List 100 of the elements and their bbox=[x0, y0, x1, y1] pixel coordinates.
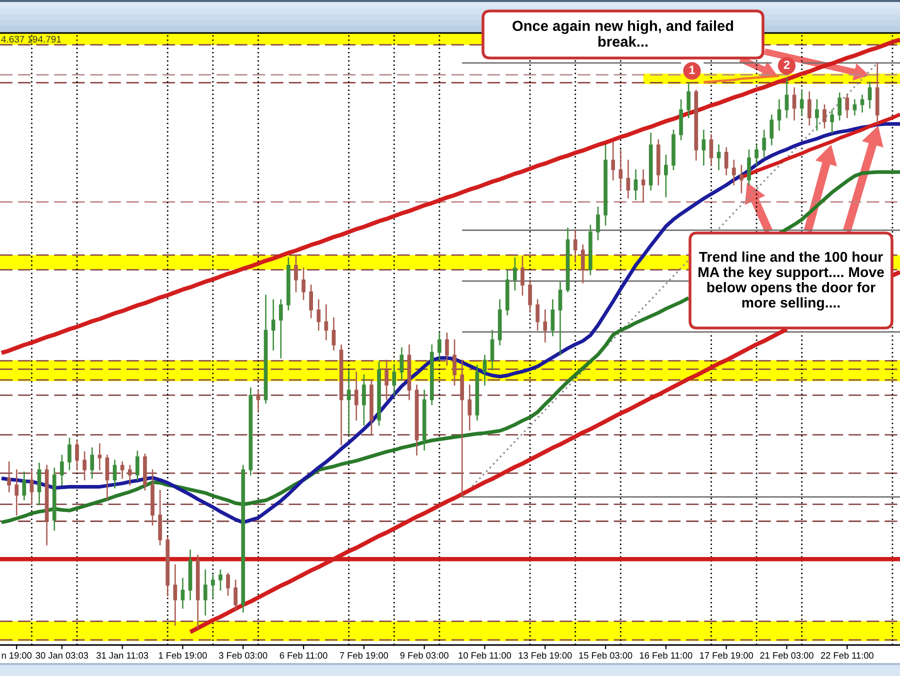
x-tick-label: 3 Feb 03:00 bbox=[219, 652, 268, 659]
candlestick bbox=[686, 82, 691, 118]
candlestick bbox=[596, 206, 600, 240]
candlestick bbox=[339, 344, 344, 446]
candlestick bbox=[656, 139, 660, 186]
candlestick bbox=[302, 268, 306, 300]
candlestick bbox=[664, 154, 668, 198]
candlestick bbox=[634, 169, 638, 200]
candlestick bbox=[838, 92, 842, 120]
candlestick bbox=[528, 280, 532, 313]
candlestick bbox=[626, 160, 630, 198]
candlestick bbox=[445, 332, 449, 366]
candlestick bbox=[400, 347, 404, 380]
candlestick bbox=[82, 451, 86, 480]
candlestick bbox=[498, 299, 502, 346]
candlestick bbox=[143, 454, 147, 491]
candlestick bbox=[68, 438, 72, 470]
candlestick bbox=[468, 384, 472, 431]
candlestick bbox=[505, 269, 510, 316]
candlestick bbox=[316, 299, 321, 331]
x-tick-label: n 19:00 bbox=[2, 652, 32, 659]
candlestick bbox=[777, 99, 782, 131]
candlestick bbox=[75, 439, 79, 470]
candlestick bbox=[852, 99, 857, 116]
x-tick-label: 9 Feb 03:00 bbox=[400, 652, 448, 659]
candlestick bbox=[7, 461, 11, 492]
candlestick bbox=[716, 144, 721, 170]
candlestick bbox=[44, 464, 49, 546]
candlestick bbox=[392, 364, 396, 396]
candlestick bbox=[241, 464, 246, 613]
candlestick bbox=[248, 387, 253, 476]
candlestick bbox=[475, 364, 480, 421]
candlestick bbox=[543, 309, 548, 343]
candlestick bbox=[452, 339, 456, 386]
candlestick bbox=[354, 372, 358, 421]
candlestick bbox=[309, 284, 314, 318]
candlestick bbox=[536, 299, 540, 331]
candlestick bbox=[724, 147, 728, 176]
candlestick bbox=[120, 461, 124, 479]
candlestick bbox=[218, 569, 222, 591]
candlestick bbox=[166, 536, 170, 596]
candlestick bbox=[271, 299, 276, 350]
candlestick bbox=[332, 317, 336, 350]
candlestick bbox=[362, 374, 366, 426]
candlestick bbox=[188, 550, 192, 600]
candlestick bbox=[234, 580, 238, 610]
candlestick bbox=[256, 390, 260, 413]
candlestick bbox=[604, 144, 608, 226]
candlestick bbox=[845, 94, 850, 118]
candlestick bbox=[346, 369, 351, 436]
candlestick bbox=[648, 132, 653, 191]
candlestick bbox=[278, 299, 283, 358]
candlestick bbox=[566, 228, 570, 292]
candlestick bbox=[150, 469, 154, 526]
x-tick-label: 16 Feb 11:00 bbox=[640, 652, 692, 659]
candlestick bbox=[294, 254, 298, 292]
x-tick-label: 7 Feb 19:00 bbox=[340, 652, 388, 659]
candlestick bbox=[618, 150, 623, 191]
candlestick bbox=[588, 224, 592, 276]
candlestick bbox=[702, 130, 706, 166]
candlestick bbox=[754, 144, 758, 166]
candlestick bbox=[641, 169, 646, 202]
annotation: 1 bbox=[689, 66, 695, 74]
candlestick bbox=[384, 360, 389, 400]
annotation: Trend line and the 100 hour MA the key support.... Move below opens the door for more selling.... bbox=[698, 251, 884, 311]
x-tick-label: 1 Feb 19:00 bbox=[158, 652, 207, 659]
candlestick bbox=[226, 572, 230, 596]
candlestick bbox=[815, 99, 819, 131]
candlestick bbox=[611, 142, 616, 180]
candlestick bbox=[90, 447, 94, 479]
candlestick bbox=[370, 380, 374, 436]
x-tick-label: 21 Feb 03:00 bbox=[760, 652, 814, 659]
candlestick bbox=[430, 344, 434, 406]
candlestick bbox=[414, 384, 419, 456]
candlestick bbox=[30, 469, 34, 506]
candlestick bbox=[158, 490, 162, 546]
candlestick bbox=[196, 554, 200, 628]
annotation: 2 bbox=[784, 60, 790, 69]
candlestick bbox=[407, 344, 412, 400]
candlestick bbox=[679, 99, 683, 140]
candlestick bbox=[868, 82, 872, 109]
candlestick bbox=[800, 90, 804, 116]
candlestick bbox=[180, 578, 185, 609]
candlestick bbox=[377, 361, 381, 426]
candlestick bbox=[324, 304, 328, 340]
candlestick bbox=[732, 160, 736, 186]
candlestick bbox=[60, 454, 64, 486]
candlestick bbox=[286, 257, 290, 310]
candlestick bbox=[830, 109, 834, 134]
candlestick bbox=[422, 390, 426, 450]
candlestick bbox=[112, 460, 117, 488]
candlestick bbox=[770, 114, 774, 146]
candlestick bbox=[520, 256, 524, 296]
candlestick bbox=[550, 299, 555, 336]
candlestick bbox=[482, 354, 487, 386]
candlestick bbox=[105, 454, 110, 500]
candlestick bbox=[740, 164, 744, 194]
x-tick-label: 15 Feb 03:00 bbox=[579, 652, 632, 659]
candlestick bbox=[37, 462, 42, 506]
x-tick-label: 6 Feb 11:00 bbox=[280, 652, 328, 659]
